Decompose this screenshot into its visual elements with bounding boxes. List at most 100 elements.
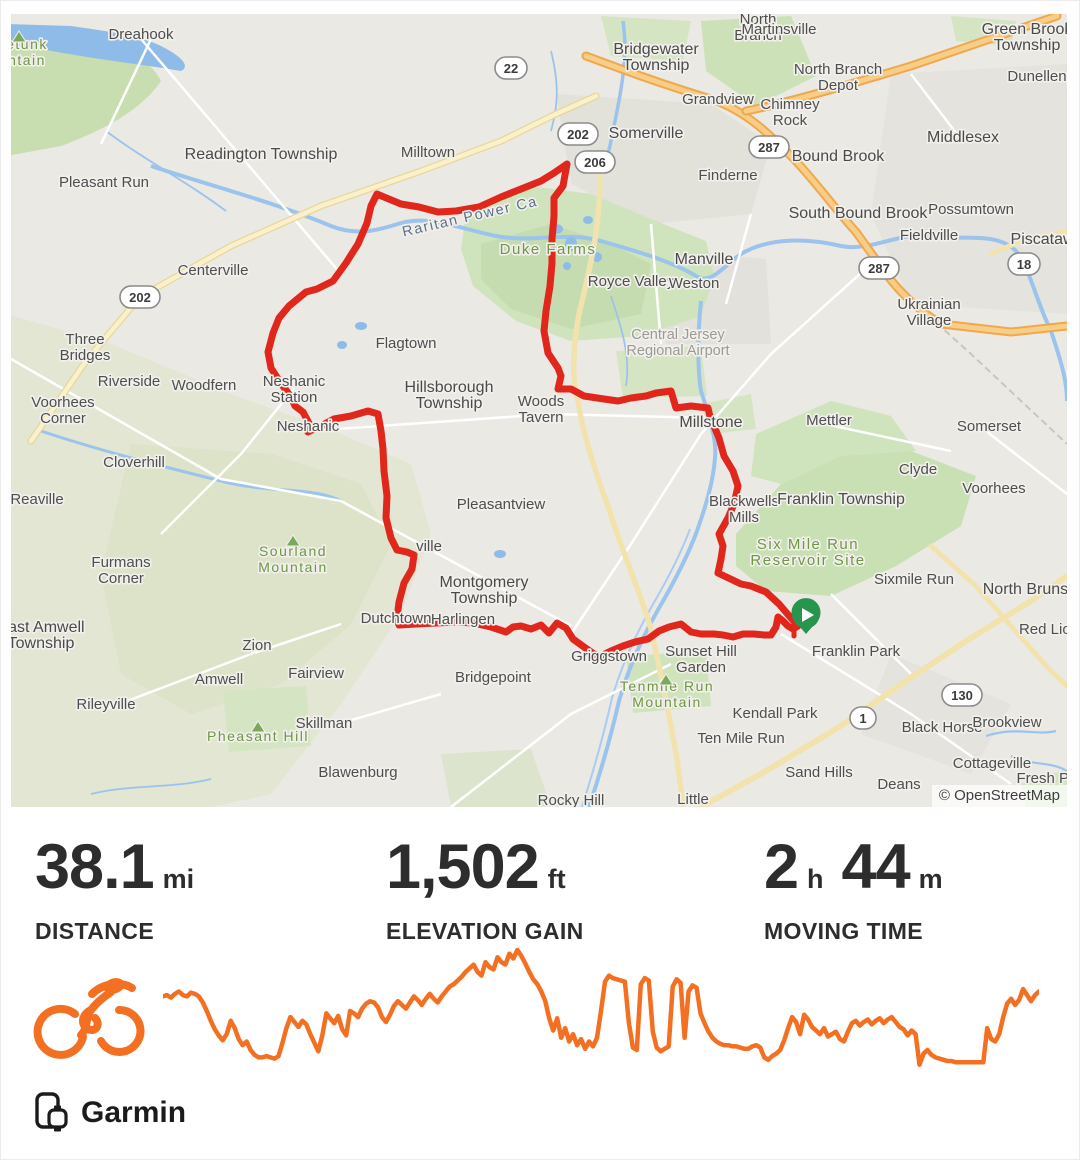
map-label: Amwell <box>195 671 243 688</box>
time-minutes: 44 <box>841 832 911 902</box>
map-label: Pleasantview <box>457 496 546 513</box>
stat-moving-time: 2 h 44 m MOVING TIME <box>764 835 943 945</box>
cyclist-icon <box>33 978 145 1059</box>
map-label: Neshanic Station <box>263 373 326 406</box>
map-label: Red Lion <box>1019 621 1067 638</box>
map-label: Sand Hills <box>785 764 853 781</box>
map-label: Somerset <box>957 418 1022 435</box>
map-label: Rocky Hill <box>538 792 605 807</box>
route-shield: 287 <box>858 256 900 280</box>
map-label: Black Horse <box>902 719 983 736</box>
map-label: Dreahook <box>108 26 174 43</box>
start-marker[interactable] <box>791 598 821 634</box>
map-label: Blawenburg <box>318 764 397 781</box>
map-label: Manville <box>675 251 734 268</box>
stat-elevation-gain: 1,502 ft ELEVATION GAIN <box>386 835 584 945</box>
mountain-peak-icon <box>658 673 674 686</box>
map-label: Green Brook Township <box>982 21 1067 54</box>
elevation-value: 1,502 <box>386 832 540 902</box>
elevation-profile-chart <box>163 947 1039 1067</box>
map-label: Bridgewater Township <box>613 41 699 74</box>
route-shield: 130 <box>941 683 983 707</box>
route-map[interactable]: Dreahook North Branch North Branch Depot Mill… <box>11 14 1067 807</box>
route-shield: 202 <box>557 122 599 146</box>
map-label: Voorhees Corner <box>31 394 94 427</box>
map-label: North Branch Depot <box>794 61 882 94</box>
map-label: Weston <box>669 275 720 292</box>
route-shield: 287 <box>748 135 790 159</box>
map-label: Kendall Park <box>732 705 818 722</box>
map-label: Pleasant Run <box>59 174 149 191</box>
map-label: Woodfern <box>172 377 237 394</box>
source-row: Garmin <box>35 1092 186 1134</box>
map-label: ville <box>416 538 442 555</box>
map-label: Dutchtown <box>361 610 432 627</box>
map-canvas: Dreahook North Branch North Branch Depot Mill… <box>11 14 1067 807</box>
map-label: Grandview <box>682 91 754 108</box>
map-label: Neshanic <box>277 418 340 435</box>
map-label: Royce Valley <box>588 273 675 290</box>
map-label: Fresh Ponds <box>1016 770 1067 787</box>
map-label: Harlingen <box>431 611 495 628</box>
map-label: Little <box>677 791 709 807</box>
elevation-unit: ft <box>547 864 566 894</box>
map-label: Sunset Hill Garden <box>665 643 737 676</box>
map-label: Rileyville <box>76 696 135 713</box>
map-label: Sixmile Run <box>874 571 954 588</box>
map-label: Centerville <box>178 262 249 279</box>
map-label: Clyde <box>899 461 937 478</box>
map-label: Pheasant Hill <box>207 728 309 744</box>
device-watch-icon <box>35 1092 68 1132</box>
svg-text:18: 18 <box>1017 257 1031 272</box>
distance-unit: mi <box>162 864 195 894</box>
map-label: Readington Township <box>185 146 338 163</box>
route-shield: 18 <box>1007 252 1041 276</box>
map-label: Six Mile Run Reservoir Site <box>750 536 865 569</box>
svg-text:287: 287 <box>868 261 890 276</box>
stats-row: 38.1 mi DISTANCE 1,502 ft ELEVATION GAIN… <box>1 835 1079 944</box>
map-label: North Brunswick <box>983 581 1067 598</box>
map-label: Cottageville <box>953 755 1031 772</box>
map-label: Bridgepoint <box>455 669 532 686</box>
map-label: Duke Farms <box>500 241 597 258</box>
map-label: Piscataway <box>1011 231 1067 248</box>
map-label: Voorhees <box>962 480 1025 497</box>
map-label: Furmans Corner <box>91 554 150 587</box>
route-shield: 1 <box>849 706 877 730</box>
time-hours-unit: h <box>807 864 824 894</box>
map-label: Fieldville <box>900 227 958 244</box>
svg-text:1: 1 <box>859 711 866 726</box>
map-label: Three Bridges <box>60 331 111 364</box>
mountain-peak-icon <box>250 720 266 733</box>
svg-text:202: 202 <box>129 290 151 305</box>
map-label: Woods Tavern <box>518 393 564 426</box>
svg-text:202: 202 <box>567 127 589 142</box>
map-label: Finderne <box>698 167 757 184</box>
map-label: Milltown <box>401 144 455 161</box>
map-label: Sourland Mountain <box>258 543 328 575</box>
map-label: Franklin Township <box>777 491 905 508</box>
map-label: Cloverhill <box>103 454 165 471</box>
map-label: Central Jersey Regional Airport <box>626 327 729 359</box>
mountain-peak-icon <box>11 30 27 43</box>
map-label: Bound Brook <box>792 148 886 165</box>
map-label: Blackwells Mills <box>709 493 779 526</box>
map-label: Hillsborough Township <box>405 379 494 412</box>
map-label: Chimney Rock <box>760 96 820 129</box>
map-label: Franklin Park <box>812 643 901 660</box>
time-label: MOVING TIME <box>764 918 924 944</box>
map-label: Millstone <box>679 414 742 431</box>
map-label: Griggstown <box>571 648 647 665</box>
svg-text:22: 22 <box>504 61 518 76</box>
stat-distance: 38.1 mi DISTANCE <box>35 835 194 945</box>
map-label: Dunellen <box>1007 68 1066 85</box>
time-minutes-unit: m <box>918 864 943 894</box>
map-label: Montgomery Township <box>440 574 529 607</box>
map-label: Somerville <box>609 125 684 142</box>
map-label: Zion <box>242 637 271 654</box>
map-label: Deans <box>877 776 920 793</box>
map-label: Middlesex <box>927 129 999 146</box>
elevation-label: ELEVATION GAIN <box>386 918 584 944</box>
map-label: Martinsville <box>741 21 816 38</box>
